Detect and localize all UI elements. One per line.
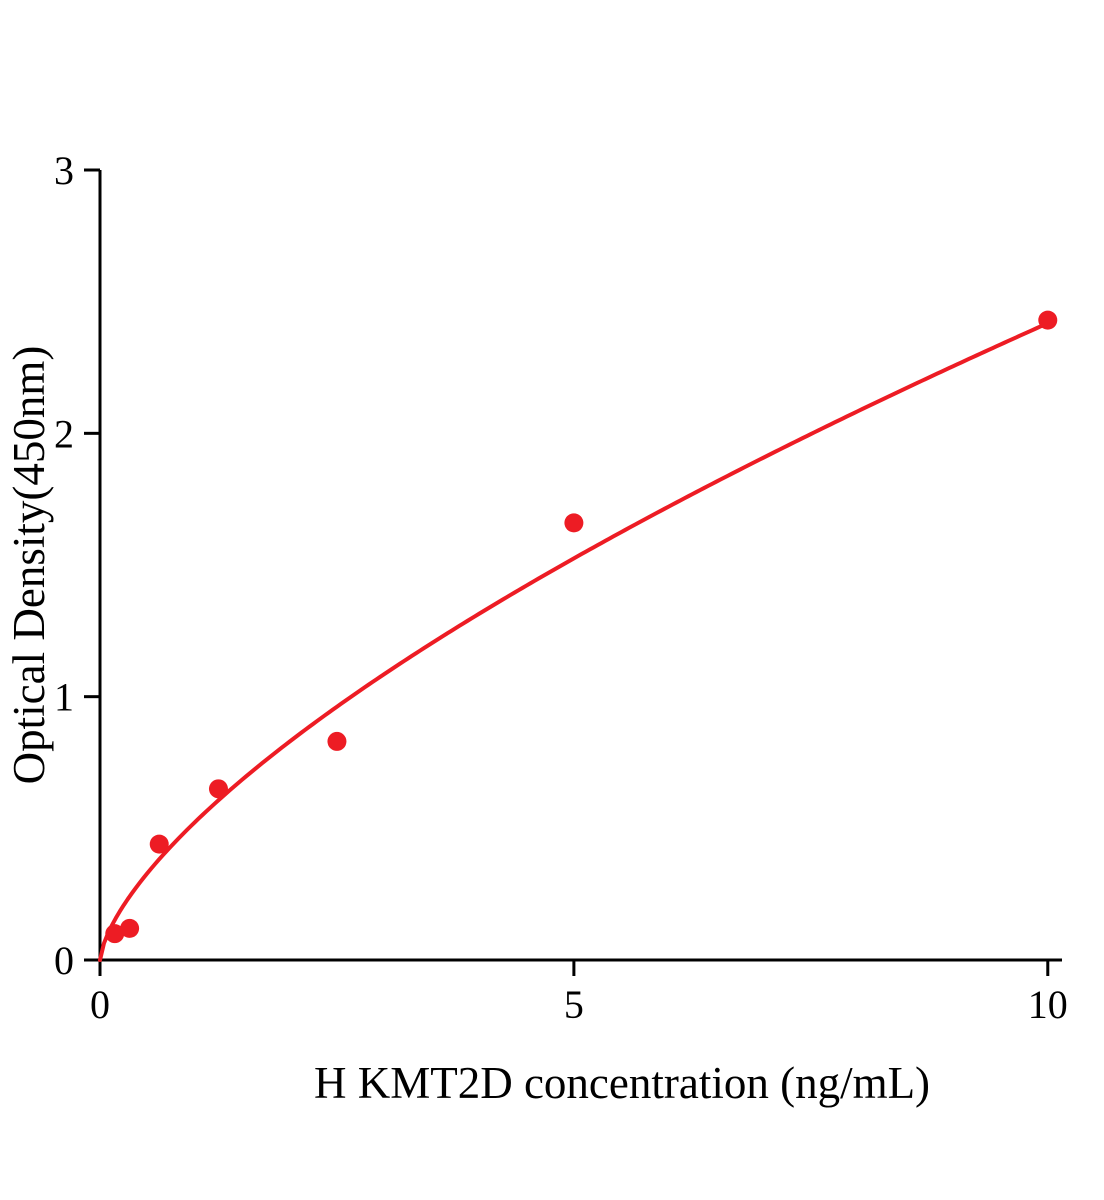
data-point bbox=[208, 779, 228, 799]
y-axis-label: Optical Density(450nm) bbox=[4, 346, 54, 785]
data-point bbox=[1038, 310, 1058, 330]
data-point bbox=[149, 834, 169, 854]
y-tick-label: 2 bbox=[54, 411, 74, 456]
chart-axes: 0 5 10 0 1 2 3 bbox=[54, 148, 1068, 1027]
x-tick-label: 0 bbox=[90, 982, 110, 1027]
data-point bbox=[327, 731, 347, 751]
x-tick-label: 5 bbox=[564, 982, 584, 1027]
y-tick-label: 1 bbox=[54, 675, 74, 720]
y-tick-label: 0 bbox=[54, 938, 74, 983]
data-point bbox=[120, 918, 140, 938]
fit-curve-group bbox=[98, 321, 1050, 962]
x-tick-label: 10 bbox=[1028, 982, 1068, 1027]
data-point bbox=[105, 924, 125, 944]
fit-curve bbox=[98, 321, 1050, 962]
x-axis-label: H KMT2D concentration (ng/mL) bbox=[314, 1058, 930, 1108]
y-tick-label: 3 bbox=[54, 148, 74, 193]
data-point bbox=[564, 513, 584, 533]
data-points-group bbox=[105, 310, 1058, 944]
